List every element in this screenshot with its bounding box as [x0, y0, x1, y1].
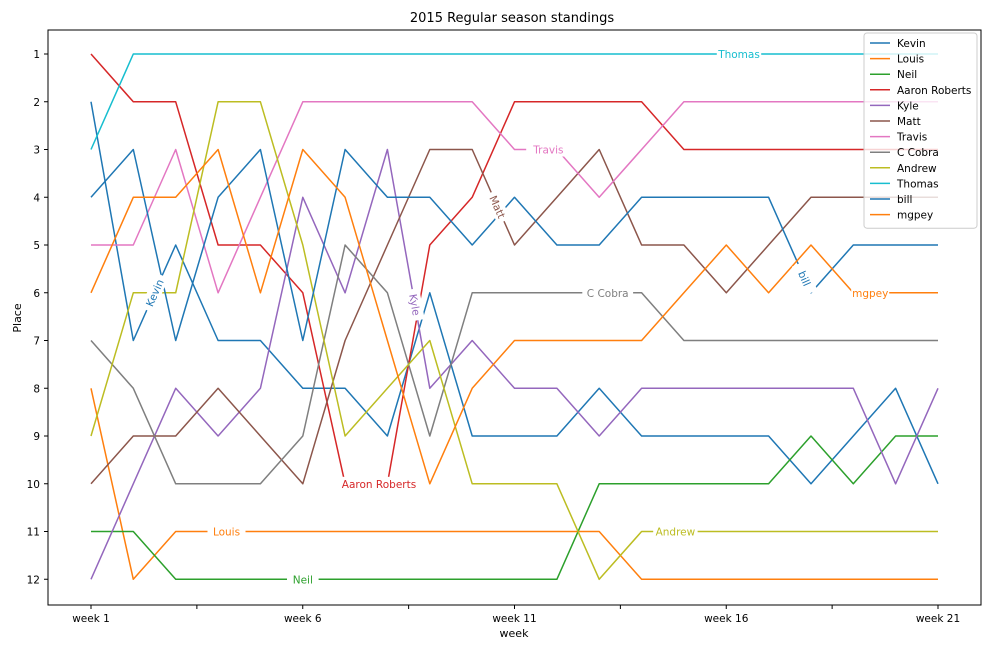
series-line-thomas: [90, 53, 938, 150]
inline-label-text: Thomas: [717, 49, 760, 61]
legend-label: Kevin: [897, 38, 926, 50]
legend-label: Aaron Roberts: [897, 85, 971, 97]
inline-label-text: Travis: [532, 145, 563, 157]
x-tick-label: week 11: [492, 613, 536, 625]
series-line-aaron-roberts: [90, 53, 938, 485]
inline-label-background: [140, 272, 169, 314]
series-line-andrew: [90, 101, 938, 581]
inline-label-text: mgpey: [852, 288, 888, 300]
inline-label-text: Aaron Roberts: [342, 479, 416, 491]
x-tick-label: week 16: [704, 613, 749, 625]
y-tick-label: 5: [33, 240, 40, 252]
legend-item-bill: bill: [870, 194, 912, 206]
legend-item-thomas: Thomas: [870, 178, 939, 190]
legend-label: Kyle: [897, 100, 919, 112]
inline-label-text: bill: [795, 269, 812, 288]
inline-label-background: [851, 285, 890, 300]
series-line-c-cobra: [90, 244, 938, 485]
legend-box: [863, 32, 978, 229]
y-tick-label: 12: [27, 574, 40, 586]
legend-item-travis: Travis: [870, 132, 927, 144]
inline-label-background: [334, 476, 424, 491]
legend-item-mgpey: mgpey: [870, 210, 933, 222]
inline-label-background: [484, 189, 511, 225]
series-line-neil: [91, 435, 938, 581]
series-line-travis: [91, 101, 938, 294]
inline-label-text: Neil: [293, 574, 313, 586]
inline-label-louis: Louis: [207, 524, 246, 539]
inline-label-neil: Neil: [287, 572, 319, 587]
series-line-kyle: [90, 148, 939, 580]
legend-item-neil: Neil: [870, 69, 917, 81]
inline-label-text: Louis: [213, 527, 240, 539]
inline-label-andrew: Andrew: [653, 524, 698, 539]
x-tick-label: week 21: [916, 613, 960, 625]
y-tick-label: 8: [33, 383, 40, 395]
inline-label-text: C Cobra: [587, 288, 629, 300]
y-tick-label: 11: [27, 527, 40, 539]
legend-label: Thomas: [896, 178, 939, 190]
y-tick-label: 4: [33, 192, 40, 204]
y-tick-label: 7: [33, 336, 40, 348]
legend-item-c-cobra: C Cobra: [870, 147, 939, 159]
inline-label-text: Kyle: [406, 293, 422, 316]
legend-item-matt: Matt: [870, 116, 921, 128]
inline-label-c-cobra: C Cobra: [582, 285, 634, 300]
x-tick-label: week 6: [284, 613, 322, 625]
inline-label-bill: bill: [791, 261, 818, 296]
legend-label: Andrew: [897, 163, 937, 175]
y-tick-label: 9: [33, 431, 40, 443]
series-line-mgpey: [90, 148, 938, 485]
legend-item-andrew: Andrew: [870, 163, 937, 175]
chart-title: 2015 Regular season standings: [410, 11, 614, 26]
y-tick-label: 6: [33, 288, 40, 300]
y-tick-label: 3: [33, 145, 40, 157]
inline-label-background: [582, 285, 634, 300]
x-tick-label: week 1: [72, 613, 110, 625]
y-tick-label: 2: [33, 97, 40, 109]
legend-label: C Cobra: [897, 147, 939, 159]
y-axis-label: Place: [11, 303, 24, 332]
inline-label-background: [526, 142, 571, 157]
series-line-kevin: [90, 101, 939, 485]
legend-label: bill: [897, 194, 912, 206]
inline-label-background: [791, 261, 818, 296]
inline-label-background: [207, 524, 246, 539]
legend-item-kyle: Kyle: [870, 100, 919, 112]
inline-label-background: [716, 47, 762, 61]
inline-label-background: [653, 524, 698, 539]
legend-item-aaron-roberts: Aaron Roberts: [870, 85, 971, 97]
legend-label: Travis: [896, 132, 927, 144]
series-lines: [90, 53, 939, 581]
inline-label-background: [287, 572, 319, 587]
inline-label-aaron-roberts: Aaron Roberts: [334, 476, 424, 491]
x-axis-ticks: week 1 week 6 week 11 week 16 week 21: [72, 605, 960, 625]
inline-label-travis: Travis: [526, 142, 571, 157]
y-tick-label: 10: [27, 479, 40, 491]
inline-label-mgpey: mgpey: [851, 285, 890, 300]
legend-label: Matt: [897, 116, 921, 128]
legend-label: mgpey: [897, 210, 933, 222]
x-axis-label: week: [500, 627, 530, 640]
legend-label: Louis: [897, 54, 924, 66]
legend: Kevin Louis Neil Aaron Roberts Kyle Matt Travi…: [863, 32, 978, 229]
inline-label-text: Andrew: [656, 527, 696, 539]
y-tick-label: 1: [33, 49, 40, 61]
series-line-matt: [90, 148, 938, 485]
legend-item-kevin: Kevin: [870, 38, 926, 50]
inline-label-thomas: Thomas: [716, 47, 762, 61]
inline-label-background: [405, 287, 425, 322]
legend-item-louis: Louis: [870, 54, 924, 66]
inline-label-kyle: Kyle: [405, 287, 425, 322]
legend-label: Neil: [897, 69, 917, 81]
